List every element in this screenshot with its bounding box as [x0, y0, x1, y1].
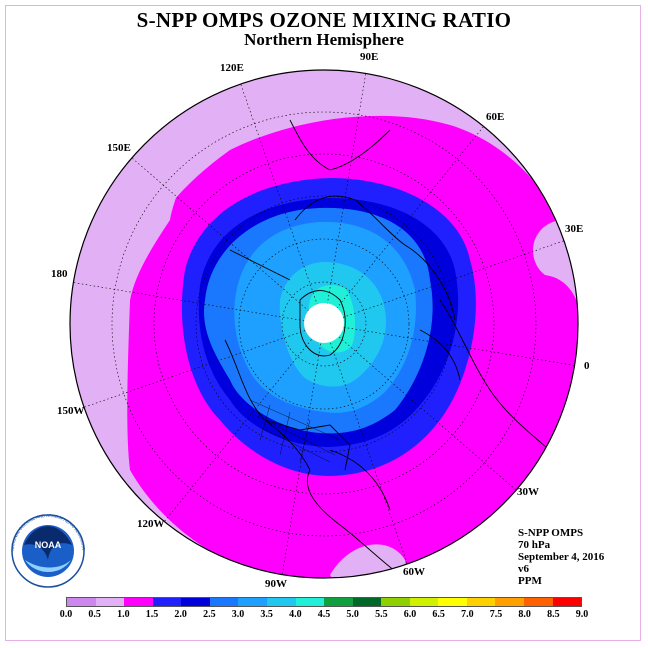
colorbar-tick-label: 5.0 [346, 609, 359, 620]
colorbar-tick-label: 8.0 [518, 609, 531, 620]
colorbar-tick-label: 8.5 [547, 609, 560, 620]
colorbar-swatch [438, 598, 467, 606]
colorbar-swatch [124, 598, 153, 606]
lon-label-60e: 60E [486, 111, 505, 123]
colorbar-tick-label: 1.0 [117, 609, 130, 620]
colorbar-tick-label: 2.5 [203, 609, 216, 620]
info-units: PPM [518, 575, 542, 587]
meridians [70, 71, 578, 577]
lon-label-0: 0 [584, 360, 590, 372]
colorbar-swatch [352, 598, 382, 606]
colorbar-swatch [295, 598, 325, 606]
colorbar-tick-label: 0.5 [88, 609, 101, 620]
lon-label-150w: 150W [57, 405, 85, 417]
latitude-circles [111, 111, 537, 537]
colorbar-swatch [466, 598, 496, 606]
lon-label-90e: 90E [360, 51, 379, 63]
colorbar-swatch [524, 598, 553, 606]
coastlines [224, 119, 561, 576]
colorbar-tick-label: 3.5 [260, 609, 273, 620]
lon-label-120w: 120W [137, 518, 165, 530]
colorbar-swatch [181, 598, 210, 606]
lon-label-150e: 150E [107, 142, 131, 154]
colorbar-swatch [152, 598, 182, 606]
colorbar-swatch [266, 598, 296, 606]
colorbar-tick-label: 7.0 [461, 609, 474, 620]
colorbar-tick-label: 2.0 [174, 609, 187, 620]
ozone-bottom-blob [330, 544, 406, 578]
info-block: S-NPP OMPS 70 hPa September 4, 2016 v6 P… [518, 527, 604, 587]
lon-label-120e: 120E [220, 62, 244, 74]
colorbar-swatch [552, 598, 582, 606]
lon-label-180: 180 [51, 268, 68, 280]
colorbar-tick-label: 0.0 [59, 609, 73, 620]
figure-frame [5, 5, 641, 641]
state-boundaries [249, 399, 341, 463]
info-date: September 4, 2016 [518, 551, 605, 563]
pole-missing-data [304, 303, 344, 343]
lon-label-30e: 30E [565, 223, 584, 235]
colorbar-ticks: 0.0 0.5 1.0 1.5 2.0 2.5 3.0 3.5 4.0 4.5 5.0 5.5 6.0 6… [0, 609, 648, 623]
lon-label-90w: 90W [265, 578, 287, 590]
map-title: S-NPP OMPS OZONE MIXING RATIO [136, 8, 512, 32]
colorbar-tick-label: 1.5 [145, 609, 159, 620]
colorbar-tick-label: 9.0 [575, 609, 589, 620]
colorbar-tick-label: 5.5 [375, 609, 388, 620]
colorbar-tick-label: 4.5 [317, 609, 331, 620]
colorbar-swatch [238, 598, 267, 606]
map-border [69, 69, 579, 579]
colorbar-tick-label: 3.0 [231, 609, 245, 620]
colorbar-swatch [95, 598, 125, 606]
colorbar-tick-label: 7.5 [489, 609, 503, 620]
colorbar-tick-label: 6.5 [432, 609, 445, 620]
info-instrument: S-NPP OMPS [518, 527, 584, 539]
info-version: v6 [518, 563, 529, 575]
colorbar-swatch [324, 598, 353, 606]
colorbar-swatch [495, 598, 524, 606]
colorbar-tick-label: 4.0 [289, 609, 302, 620]
ozone-outer-lobe [70, 85, 240, 470]
lon-label-30w: 30W [517, 486, 539, 498]
map-subtitle: Northern Hemisphere [244, 30, 404, 49]
colorbar-swatch [381, 598, 410, 606]
colorbar-swatch [409, 598, 439, 606]
info-level: 70 hPa [518, 539, 551, 551]
colorbar-swatch [209, 598, 239, 606]
colorbar-swatch [67, 598, 96, 606]
colorbar-tick-label: 6.0 [403, 609, 417, 620]
lon-label-60w: 60W [403, 566, 425, 578]
colorbar [66, 597, 582, 607]
